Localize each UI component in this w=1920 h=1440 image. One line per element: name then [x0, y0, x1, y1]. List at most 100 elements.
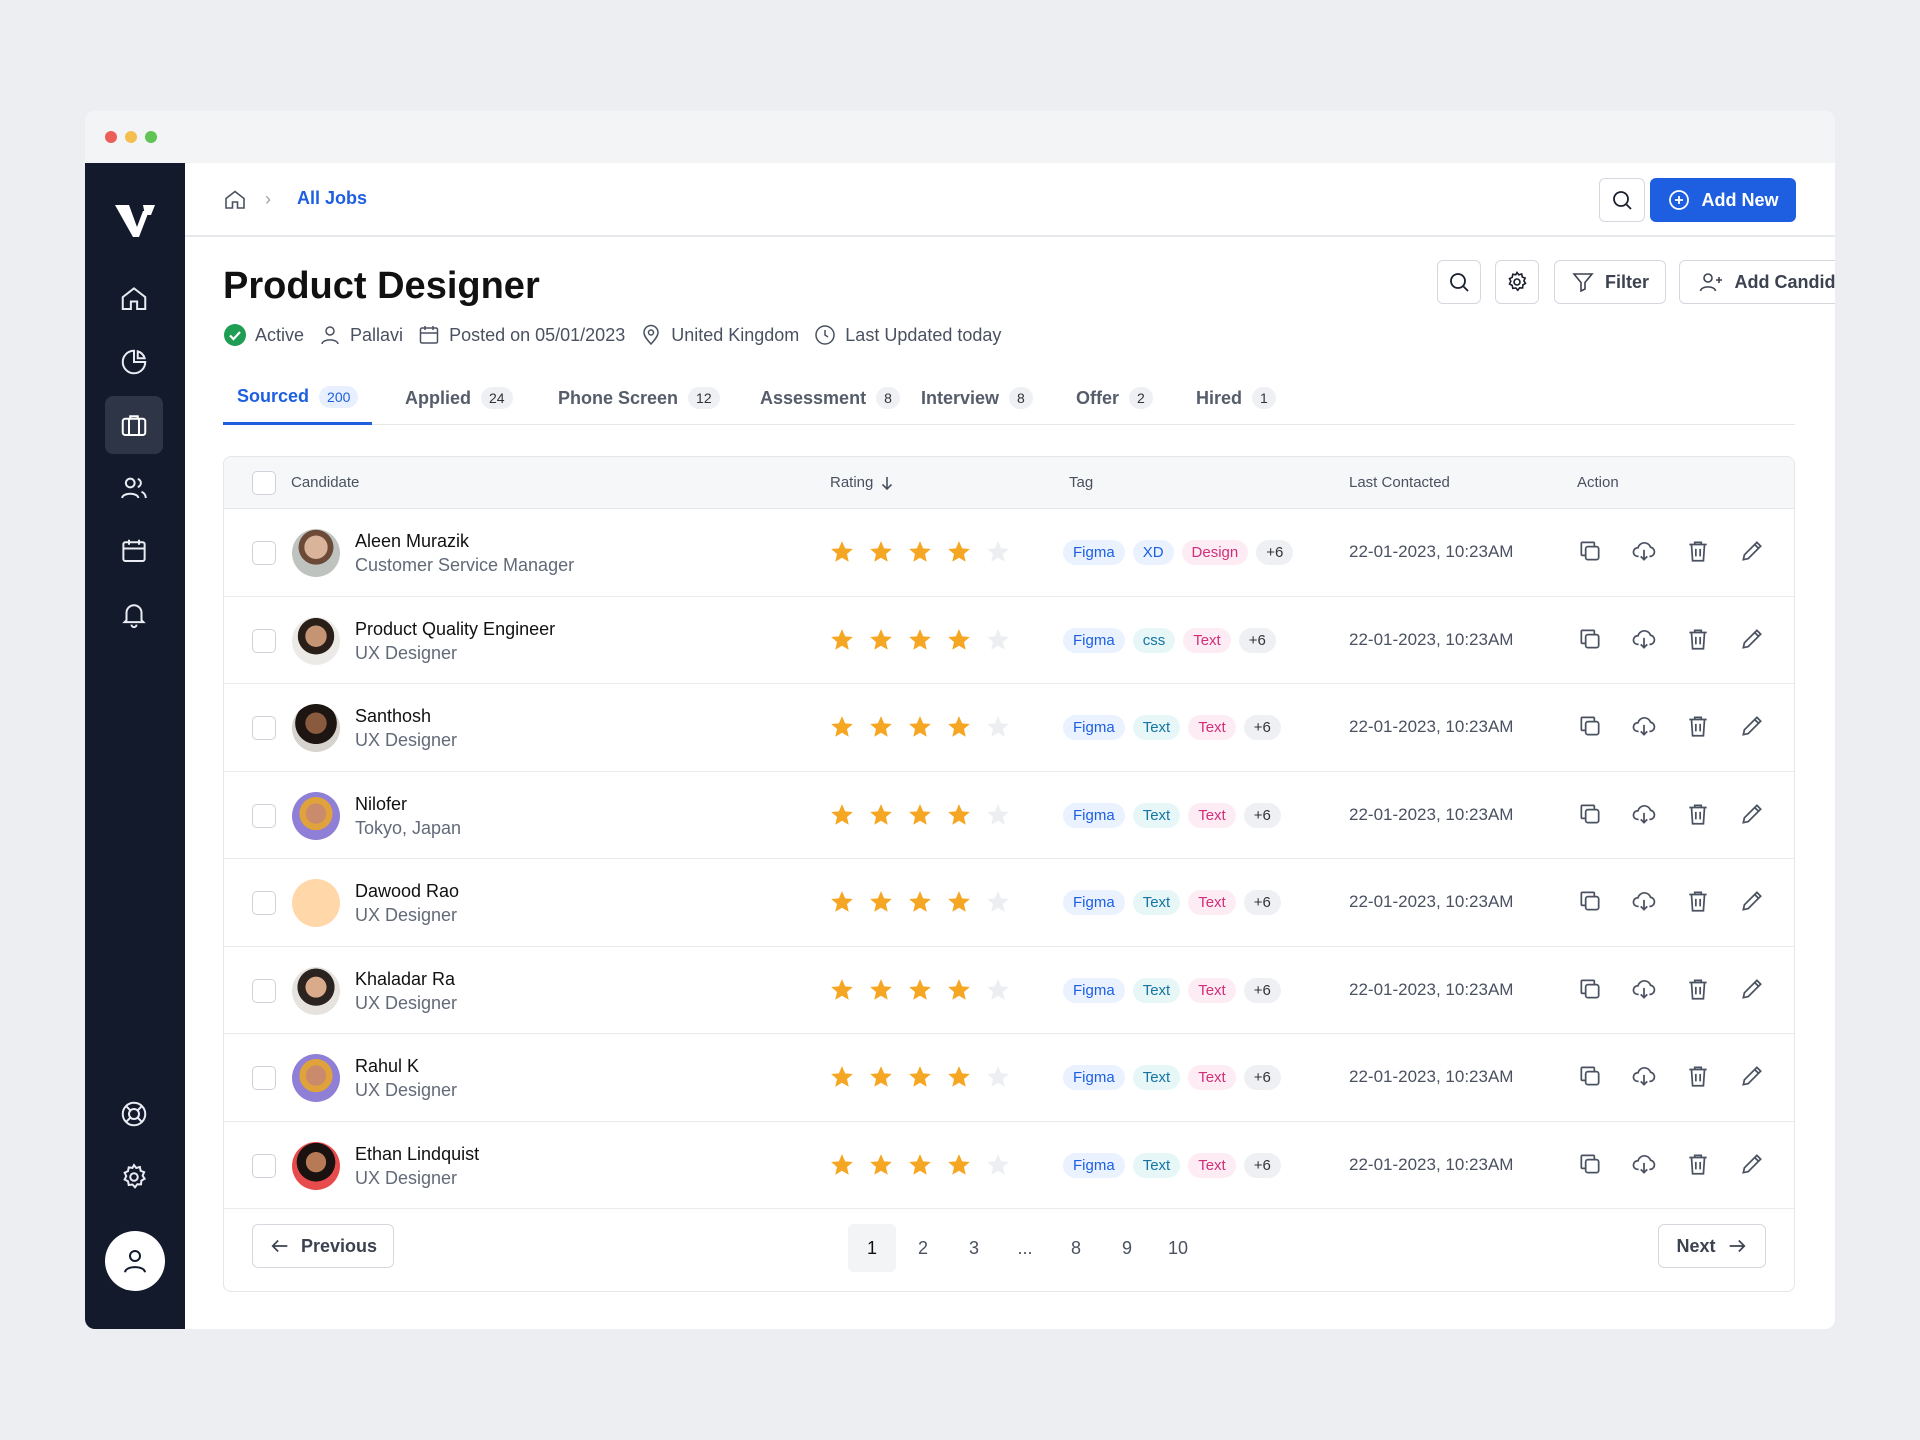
tag-badge[interactable]: Figma: [1063, 1065, 1125, 1090]
star-filled-icon[interactable]: [829, 1152, 855, 1178]
tag-badge[interactable]: +6: [1243, 890, 1281, 915]
row-checkbox[interactable]: [252, 541, 276, 565]
delete-button[interactable]: [1685, 801, 1711, 827]
tag-badge[interactable]: Text: [1132, 890, 1181, 915]
page-number-button[interactable]: 1: [848, 1224, 896, 1272]
delete-button[interactable]: [1685, 1063, 1711, 1089]
add-candidate-button[interactable]: Add Candidate: [1679, 260, 1835, 304]
download-button[interactable]: [1631, 626, 1657, 652]
next-page-button[interactable]: Next: [1658, 1224, 1766, 1268]
row-checkbox[interactable]: [252, 978, 276, 1003]
star-filled-icon[interactable]: [868, 977, 894, 1003]
edit-button[interactable]: [1739, 1063, 1765, 1089]
star-filled-icon[interactable]: [946, 1152, 972, 1178]
nav-analytics[interactable]: [105, 333, 163, 391]
global-search-button[interactable]: [1599, 178, 1645, 222]
star-filled-icon[interactable]: [946, 714, 972, 740]
tag-badge[interactable]: Figma: [1063, 540, 1125, 565]
copy-button[interactable]: [1577, 1151, 1603, 1177]
star-filled-icon[interactable]: [829, 714, 855, 740]
star-rating[interactable]: [829, 802, 1011, 828]
tag-badge[interactable]: Text: [1132, 802, 1181, 828]
star-filled-icon[interactable]: [829, 1064, 855, 1090]
row-checkbox[interactable]: [252, 1153, 276, 1178]
star-empty-icon[interactable]: [985, 802, 1011, 828]
tab-phone-screen[interactable]: Phone Screen 12: [544, 371, 734, 425]
star-filled-icon[interactable]: [868, 802, 894, 828]
download-button[interactable]: [1631, 1151, 1657, 1177]
star-filled-icon[interactable]: [907, 889, 933, 915]
candidate-name[interactable]: Dawood Rao: [355, 881, 460, 901]
star-filled-icon[interactable]: [868, 627, 894, 653]
breadcrumb-home-icon[interactable]: [223, 188, 247, 212]
table-row[interactable]: Product Quality Engineer UX Designer Fig…: [224, 597, 1794, 684]
star-empty-icon[interactable]: [985, 714, 1011, 740]
tag-badge[interactable]: Text: [1188, 802, 1236, 828]
edit-button[interactable]: [1739, 976, 1765, 1002]
tag-badge[interactable]: +6: [1243, 1152, 1281, 1178]
star-filled-icon[interactable]: [829, 977, 855, 1003]
star-filled-icon[interactable]: [829, 627, 855, 653]
row-checkbox[interactable]: [252, 803, 276, 828]
star-filled-icon[interactable]: [868, 714, 894, 740]
candidate-name[interactable]: Khaladar Ra: [355, 968, 456, 989]
candidate-name[interactable]: Aleen Murazik: [355, 531, 470, 551]
tag-badge[interactable]: +6: [1256, 540, 1294, 565]
star-rating[interactable]: [829, 1064, 1011, 1090]
table-row[interactable]: Khaladar Ra UX Designer Figma Text Text +6 …: [224, 947, 1794, 1034]
tab-assessment[interactable]: Assessment 8: [746, 371, 914, 425]
maximize-window-dot[interactable]: [145, 131, 157, 143]
row-checkbox[interactable]: [252, 628, 276, 653]
star-rating[interactable]: [829, 714, 1011, 740]
brand-logo-icon[interactable]: [113, 197, 157, 241]
nav-home[interactable]: [105, 270, 163, 328]
star-empty-icon[interactable]: [985, 1064, 1011, 1090]
star-filled-icon[interactable]: [946, 539, 972, 565]
tag-badge[interactable]: Figma: [1063, 627, 1125, 653]
tab-sourced[interactable]: Sourced 200: [223, 371, 373, 425]
download-button[interactable]: [1631, 976, 1657, 1002]
job-settings-button[interactable]: [1495, 260, 1539, 304]
breadcrumb-all-jobs-link[interactable]: All Jobs: [297, 188, 368, 208]
star-filled-icon[interactable]: [946, 977, 972, 1003]
star-filled-icon[interactable]: [868, 889, 894, 915]
tag-badge[interactable]: +6: [1243, 1065, 1281, 1090]
tag-badge[interactable]: Text: [1132, 977, 1181, 1003]
tab-offer[interactable]: Offer 2: [1062, 371, 1167, 425]
candidate-name[interactable]: Nilofer: [355, 793, 408, 814]
edit-button[interactable]: [1739, 626, 1765, 652]
candidate-name[interactable]: Product Quality Engineer: [355, 618, 556, 639]
star-filled-icon[interactable]: [907, 714, 933, 740]
star-filled-icon[interactable]: [907, 1064, 933, 1090]
star-filled-icon[interactable]: [907, 802, 933, 828]
candidate-name[interactable]: Rahul K: [355, 1056, 420, 1076]
row-checkbox[interactable]: [252, 716, 276, 740]
close-window-dot[interactable]: [105, 131, 117, 143]
delete-button[interactable]: [1685, 538, 1711, 564]
nav-candidates[interactable]: [105, 459, 163, 517]
page-number-button[interactable]: 3: [968, 1237, 979, 1258]
delete-button[interactable]: [1685, 888, 1711, 914]
user-profile-button[interactable]: [105, 1231, 165, 1291]
tag-badge[interactable]: Text: [1188, 1152, 1236, 1178]
copy-button[interactable]: [1577, 626, 1603, 652]
tag-badge[interactable]: Text: [1188, 890, 1236, 915]
add-new-button[interactable]: Add New: [1650, 178, 1796, 222]
tag-badge[interactable]: +6: [1238, 627, 1276, 653]
star-empty-icon[interactable]: [985, 889, 1011, 915]
tag-badge[interactable]: Figma: [1063, 1152, 1125, 1178]
candidate-name[interactable]: Ethan Lindquist: [355, 1143, 480, 1164]
page-number-button[interactable]: 8: [1070, 1237, 1081, 1258]
star-filled-icon[interactable]: [907, 539, 933, 565]
edit-button[interactable]: [1739, 888, 1765, 914]
star-rating[interactable]: [829, 1152, 1011, 1178]
candidate-name[interactable]: Santhosh: [355, 706, 432, 726]
tag-badge[interactable]: +6: [1243, 977, 1281, 1003]
header-rating[interactable]: Rating: [830, 474, 895, 491]
page-number-button[interactable]: 2: [917, 1237, 928, 1258]
delete-button[interactable]: [1685, 713, 1711, 739]
star-filled-icon[interactable]: [946, 627, 972, 653]
tag-badge[interactable]: Figma: [1063, 977, 1125, 1003]
tag-badge[interactable]: +6: [1243, 715, 1281, 740]
tag-badge[interactable]: css: [1132, 627, 1176, 653]
